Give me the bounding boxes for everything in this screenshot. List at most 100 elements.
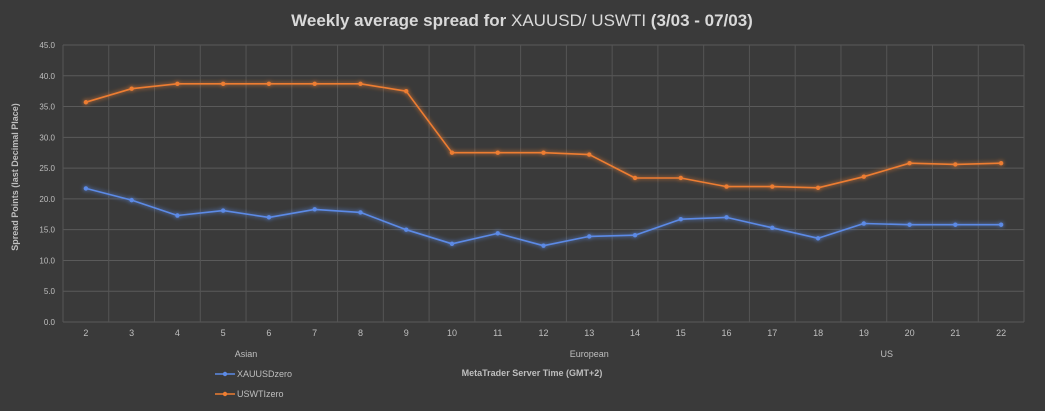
x-tick-label: 17 xyxy=(767,328,777,338)
series-XAUUSDzero xyxy=(83,186,1004,248)
data-point xyxy=(175,81,180,86)
legend-item: USWTIzero xyxy=(215,389,284,399)
x-tick-label: 13 xyxy=(584,328,594,338)
x-tick-label: 14 xyxy=(630,328,640,338)
data-point xyxy=(632,175,638,181)
series-USWTIzero xyxy=(83,81,1004,191)
data-point xyxy=(83,186,89,191)
chart-title: Weekly average spread for XAUUSD/ USWTI … xyxy=(291,11,753,30)
series-lines xyxy=(83,81,1004,248)
data-point xyxy=(770,184,775,189)
x-tick-label: 3 xyxy=(129,328,134,338)
x-tick-label: 9 xyxy=(404,328,409,338)
data-point xyxy=(358,210,363,215)
data-point xyxy=(998,222,1004,227)
data-point xyxy=(266,81,272,86)
legend-marker xyxy=(222,371,228,377)
x-tick-label: 22 xyxy=(996,328,1006,338)
data-point xyxy=(312,207,317,212)
data-point xyxy=(815,185,821,191)
session-labels: Asian European US xyxy=(235,349,893,359)
data-point xyxy=(541,243,546,248)
x-tick-label: 7 xyxy=(312,328,317,338)
x-tick-label: 12 xyxy=(538,328,548,338)
y-tick-label: 20.0 xyxy=(39,195,55,204)
data-point xyxy=(129,197,134,203)
data-point xyxy=(83,100,89,105)
x-tick-label: 19 xyxy=(859,328,869,338)
y-tick-label: 45.0 xyxy=(39,41,55,50)
data-point xyxy=(449,150,455,155)
data-point xyxy=(998,160,1004,166)
data-point xyxy=(129,86,134,91)
title-date-range: (3/03 - 07/03) xyxy=(646,11,753,30)
legend-label: XAUUSDzero xyxy=(237,369,292,379)
y-tick-label: 10.0 xyxy=(39,256,55,265)
session-label: Asian xyxy=(235,349,258,359)
y-tick-label: 35.0 xyxy=(39,103,55,112)
data-point xyxy=(678,175,683,181)
x-tick-label: 2 xyxy=(83,328,88,338)
data-point xyxy=(953,222,958,227)
data-point xyxy=(861,174,867,179)
x-axis-tick-labels: 2 3 4 5 6 7 8 9 10 11 12 13 14 15 16 17 18 19 20 21 22 xyxy=(83,328,1006,338)
x-tick-label: 20 xyxy=(905,328,915,338)
grid xyxy=(62,44,1025,323)
data-point xyxy=(770,225,775,231)
data-point xyxy=(449,241,455,247)
data-point xyxy=(175,213,180,218)
x-tick-label: 16 xyxy=(722,328,732,338)
y-axis-tick-labels: 0.0 5.0 10.0 15.0 20.0 25.0 30.0 35.0 40.0 45.0 xyxy=(39,41,55,327)
x-tick-label: 4 xyxy=(175,328,180,338)
data-point xyxy=(495,231,500,236)
legend: XAUUSDzero USWTIzero xyxy=(215,369,292,399)
session-label: US xyxy=(880,349,893,359)
data-point xyxy=(495,150,500,155)
data-point xyxy=(266,215,272,220)
session-label: European xyxy=(570,349,609,359)
y-tick-label: 0.0 xyxy=(44,318,56,327)
y-tick-label: 25.0 xyxy=(39,164,55,173)
data-point xyxy=(907,222,912,227)
data-point xyxy=(404,88,409,94)
y-tick-label: 40.0 xyxy=(39,72,55,81)
data-point xyxy=(632,233,638,238)
data-point xyxy=(358,81,363,86)
data-point xyxy=(678,217,683,222)
x-tick-label: 8 xyxy=(358,328,363,338)
series-line xyxy=(85,83,1002,189)
x-tick-label: 11 xyxy=(493,328,502,338)
x-tick-label: 15 xyxy=(676,328,686,338)
data-point xyxy=(861,221,867,226)
data-point xyxy=(724,184,729,189)
title-symbols: XAUUSD/ USWTI xyxy=(511,11,646,30)
x-tick-label: 21 xyxy=(950,328,960,338)
data-point xyxy=(724,215,729,220)
data-point xyxy=(587,234,592,239)
data-point xyxy=(907,160,912,166)
data-point xyxy=(312,81,317,86)
data-point xyxy=(220,208,226,213)
legend-marker xyxy=(222,391,228,397)
legend-label: USWTIzero xyxy=(237,389,284,399)
x-tick-label: 6 xyxy=(266,328,271,338)
data-point xyxy=(587,152,592,157)
y-tick-label: 5.0 xyxy=(44,287,56,296)
y-tick-label: 15.0 xyxy=(39,226,55,235)
x-axis-label: MetaTrader Server Time (GMT+2) xyxy=(462,368,603,378)
data-point xyxy=(541,150,546,155)
x-tick-label: 18 xyxy=(813,328,823,338)
y-axis-label: Spread Points (last Decimal Place) xyxy=(10,103,20,251)
data-point xyxy=(220,81,226,86)
series-line xyxy=(85,187,1002,247)
data-point xyxy=(815,236,821,241)
title-prefix: Weekly average spread for xyxy=(291,11,511,30)
data-point xyxy=(404,227,409,232)
data-point xyxy=(953,162,958,167)
legend-item: XAUUSDzero xyxy=(215,369,292,379)
x-tick-label: 10 xyxy=(447,328,457,338)
x-tick-label: 5 xyxy=(221,328,226,338)
y-tick-label: 30.0 xyxy=(39,133,55,142)
